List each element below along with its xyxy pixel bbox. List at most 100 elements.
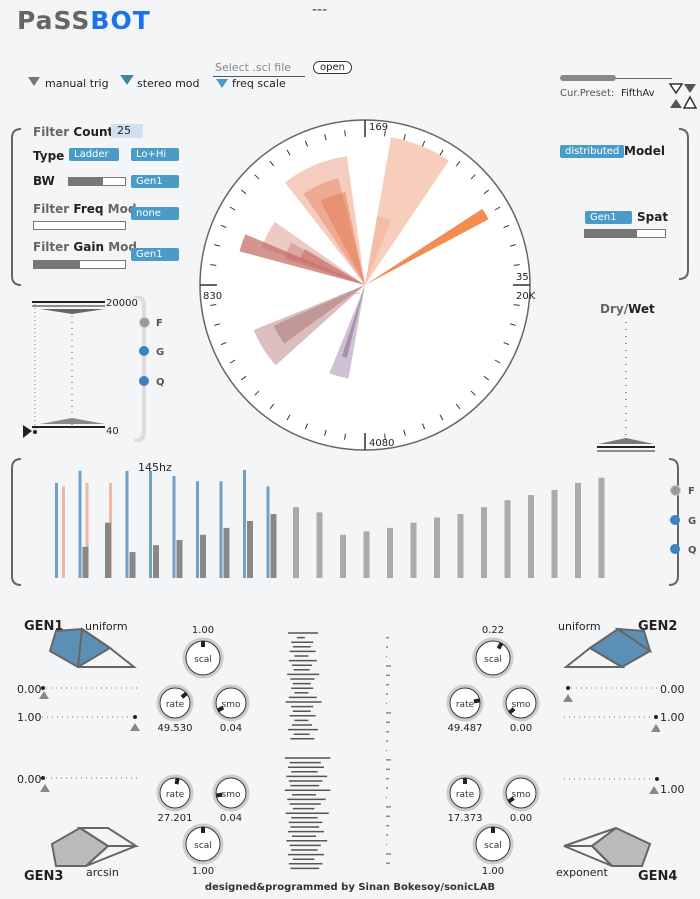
freq-mod-slider[interactable] <box>33 221 126 230</box>
radar-tick <box>229 206 236 211</box>
stereo-mod-triangle-icon[interactable] <box>120 75 134 85</box>
radar-tick <box>503 341 510 346</box>
filter-count-label: Filter Count <box>33 125 114 139</box>
bw-slider[interactable] <box>68 177 126 186</box>
gen1-smo-knob-value: 0.04 <box>219 723 243 734</box>
filter-count-value[interactable]: 25 <box>111 124 143 138</box>
freq-range-slider[interactable] <box>20 296 155 442</box>
gen1-scal-knob-value: 1.00 <box>191 625 215 636</box>
radar-tick <box>494 359 501 364</box>
gen3-min-slider[interactable] <box>40 772 140 796</box>
gain-mod-slider[interactable] <box>33 260 126 269</box>
spectrum-display[interactable] <box>40 470 620 580</box>
knob-word: smo <box>512 700 531 710</box>
radar-tick <box>513 304 520 306</box>
gen1-smo-knob[interactable]: smo <box>212 684 250 726</box>
gen4-scal-knob[interactable]: scal <box>472 823 514 869</box>
gen1-max-slider[interactable] <box>40 710 142 734</box>
drywet-slider[interactable] <box>594 320 658 454</box>
radar-wedge <box>365 216 392 285</box>
radar-tick <box>513 264 520 266</box>
gen4-shape-icon[interactable] <box>560 826 652 868</box>
radar-wedge <box>303 178 365 285</box>
spectrum-bar-gray <box>481 507 487 578</box>
spectrum-g-radio[interactable] <box>670 515 680 525</box>
radar-tick <box>403 429 406 436</box>
gen3-min-value: 0.00 <box>17 773 42 786</box>
radar-tick <box>421 140 426 147</box>
gen2-shape-icon[interactable] <box>560 627 652 669</box>
type-lohi-button[interactable]: Lo+Hi <box>131 148 179 161</box>
scl-file-input[interactable]: Select .scl file <box>215 61 292 74</box>
spectrum-f-radio[interactable] <box>670 485 681 496</box>
radar-tick <box>220 224 227 229</box>
radar-tick <box>470 174 476 180</box>
gen4-slider[interactable] <box>560 772 660 798</box>
gen3-rate-knob[interactable]: rate <box>156 774 194 816</box>
radar-tick <box>304 423 309 430</box>
gen3-scal-knob[interactable]: scal <box>182 823 224 869</box>
gen3-dist-label: arcsin <box>86 866 119 879</box>
spat-gen-button[interactable]: Gen1 <box>585 211 632 224</box>
range-q-radio[interactable] <box>139 376 149 386</box>
range-g-radio[interactable] <box>139 346 149 356</box>
spectrum-q-radio[interactable] <box>670 544 680 554</box>
type-ladder-button[interactable]: Ladder <box>69 148 119 161</box>
preset-arrows-icon[interactable] <box>666 80 698 112</box>
spectrum-bar-gray <box>223 527 230 578</box>
gen4-title: GEN4 <box>638 869 678 884</box>
spectrum-bar-gray <box>434 517 440 578</box>
gen2-max-slider[interactable] <box>560 710 660 736</box>
bw-label: BW <box>33 174 55 188</box>
preset-slider[interactable] <box>560 75 616 81</box>
gen2-rate-knob-value: 49.487 <box>447 723 483 734</box>
spectrum-bar-blue <box>196 481 199 578</box>
radar-wedge <box>320 192 365 285</box>
radar-tick <box>384 130 386 137</box>
gain-mod-button[interactable]: Gen1 <box>131 248 179 261</box>
gen2-max-value: 1.00 <box>660 711 685 724</box>
knob-word: smo <box>512 790 531 800</box>
gen2-scal-knob[interactable]: scal <box>472 637 514 683</box>
gen2-smo-knob-value: 0.00 <box>509 723 533 734</box>
gen2-smo-knob[interactable]: smo <box>502 684 540 726</box>
freq-scale-triangle-icon[interactable] <box>216 79 228 88</box>
knob-word: scal <box>194 841 212 851</box>
radar-tick <box>324 429 327 436</box>
gen1-shape-icon[interactable] <box>48 627 140 669</box>
gen3-smo-knob[interactable]: smo <box>212 774 250 816</box>
spectrum-bar-blue <box>55 482 58 578</box>
spectrum-bar-blue <box>125 470 129 578</box>
spectrum-bar-gray <box>598 477 605 578</box>
gen1-scal-knob[interactable]: scal <box>182 637 224 683</box>
title-bot: BOT <box>90 6 151 35</box>
gen4-rate-knob[interactable]: rate <box>446 774 484 816</box>
knob-word: rate <box>456 700 475 710</box>
spectrum-bar-blue <box>78 470 82 578</box>
spectrum-bar-gray <box>153 545 159 578</box>
gen4-smo-knob[interactable]: smo <box>502 774 540 816</box>
gen1-rate-knob[interactable]: rate <box>156 684 194 726</box>
gen3-shape-icon[interactable] <box>50 826 140 868</box>
radar-tick <box>403 134 406 141</box>
bw-gen-button[interactable]: Gen1 <box>131 175 179 188</box>
spectrum-bar-pink <box>85 482 89 578</box>
range-f-radio[interactable] <box>139 317 150 328</box>
radar-tick <box>509 244 516 247</box>
gen3-scal-knob-value: 1.00 <box>191 866 215 877</box>
gen2-min-slider[interactable] <box>560 682 660 706</box>
spat-slider[interactable] <box>584 229 666 238</box>
radar-bottom-label: 4080 <box>369 438 395 449</box>
freq-mod-button[interactable]: none <box>131 207 179 220</box>
radar-tick <box>269 160 275 167</box>
manual-trig-triangle-icon[interactable] <box>28 77 40 86</box>
spat-label: Spat <box>637 210 669 224</box>
range-max-label: 20000 <box>106 298 138 309</box>
spectrum-bar-gray <box>82 546 89 578</box>
radar-display[interactable] <box>198 118 534 454</box>
gen1-min-slider[interactable] <box>40 682 140 702</box>
open-button[interactable]: open <box>313 61 352 74</box>
spectrum-bar-gray <box>410 522 417 578</box>
gen2-rate-knob[interactable]: rate <box>446 684 484 726</box>
model-distributed-button[interactable]: distributed <box>560 145 625 158</box>
